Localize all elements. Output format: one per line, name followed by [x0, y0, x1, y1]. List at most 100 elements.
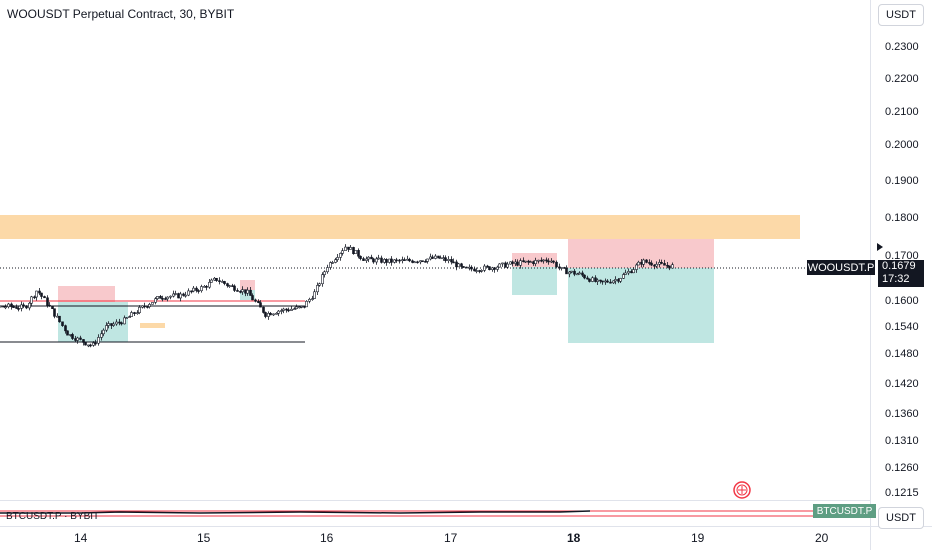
candle-body	[594, 277, 597, 282]
candle-body	[601, 280, 604, 283]
candle-body	[184, 294, 187, 297]
symbol-title[interactable]: WOOUSDT Perpetual Contract, 30, BYBIT	[7, 7, 235, 21]
candle-body	[609, 281, 612, 284]
candle-body	[624, 272, 627, 275]
candle-body	[568, 271, 571, 275]
candle-body	[457, 263, 460, 268]
supply-zone	[0, 215, 800, 239]
candle-body	[33, 296, 36, 299]
candle-body	[447, 259, 450, 262]
candle-body	[581, 272, 584, 276]
candle-body	[187, 290, 190, 296]
candle-body	[632, 269, 635, 274]
last-price-label: 0.1679 17:32	[878, 260, 924, 287]
candle-body	[496, 266, 499, 270]
candle-body	[53, 308, 56, 317]
candle-body	[398, 259, 401, 262]
candle-series	[0, 244, 674, 348]
candle-body	[421, 260, 424, 263]
candle-body	[426, 258, 429, 262]
candle-body	[565, 267, 568, 275]
candle-body	[249, 289, 252, 296]
candle-body	[133, 312, 136, 314]
time-tick: 17	[444, 531, 458, 545]
currency-button[interactable]: USDT	[878, 4, 924, 26]
candle-body	[362, 258, 365, 261]
candle-body	[450, 259, 453, 263]
candle-body	[668, 265, 671, 269]
time-tick-current: 18	[567, 531, 581, 545]
candle-body	[125, 317, 128, 319]
candle-body	[300, 306, 303, 308]
candle-body	[365, 258, 368, 261]
candle-body	[375, 258, 378, 263]
candle-body	[43, 296, 46, 299]
candle-body	[452, 261, 455, 264]
candle-body	[282, 308, 285, 311]
candle-body	[578, 272, 581, 275]
candle-body	[51, 305, 54, 310]
candle-body	[277, 310, 280, 314]
candle-body	[316, 285, 319, 293]
candle-body	[434, 255, 437, 259]
price-tick: 0.1800	[885, 212, 919, 224]
candle-body	[380, 257, 383, 263]
candle-body	[390, 258, 393, 263]
candle-body	[331, 262, 334, 264]
candle-body	[169, 295, 172, 298]
time-tick: 20	[815, 531, 829, 545]
candle-body	[295, 306, 298, 310]
candle-body	[308, 298, 311, 302]
candle-body	[110, 323, 113, 326]
price-tick: 0.1310	[885, 435, 919, 447]
symbol-price-label: WOOUSDT.P	[807, 260, 875, 275]
candle-body	[172, 293, 175, 297]
candle-body	[506, 263, 509, 268]
candle-body	[275, 313, 278, 315]
candle-body	[385, 259, 388, 263]
candle-body	[226, 283, 229, 287]
candle-body	[218, 280, 221, 282]
candle-body	[460, 263, 463, 267]
candle-body	[164, 298, 167, 300]
candle-body	[534, 260, 537, 264]
candle-body	[413, 261, 416, 264]
candle-body	[321, 274, 324, 285]
candle-body	[591, 277, 594, 282]
candle-body	[334, 259, 337, 263]
price-tick: 0.2000	[885, 139, 919, 151]
candle-body	[264, 312, 267, 317]
candle-body	[637, 261, 640, 266]
btc-currency-button[interactable]: USDT	[878, 507, 924, 529]
candle-body	[48, 304, 51, 307]
candle-body	[339, 253, 342, 258]
candle-body	[102, 329, 105, 335]
candle-body	[203, 286, 206, 288]
candle-body	[470, 266, 473, 270]
candle-body	[208, 281, 211, 288]
candle-body	[614, 279, 617, 282]
candle-body	[586, 277, 589, 280]
candle-body	[619, 278, 622, 282]
candle-body	[650, 262, 653, 266]
candle-body	[437, 255, 440, 259]
short-position-profit-box-3	[512, 267, 557, 295]
price-tick: 0.1215	[885, 487, 919, 499]
candle-body	[583, 274, 586, 279]
candle-body	[498, 263, 501, 268]
candle-body	[606, 280, 609, 283]
btc-pane-title[interactable]: BTCUSDT.P · BYBIT	[6, 511, 100, 522]
candle-body	[475, 270, 478, 272]
candle-body	[76, 337, 79, 341]
price-tick: 0.2200	[885, 73, 919, 85]
candle-body	[439, 257, 442, 260]
candle-body	[190, 290, 193, 293]
tradingview-watermark-icon[interactable]	[733, 481, 751, 499]
price-tick: 0.2100	[885, 106, 919, 118]
candle-body	[251, 295, 254, 301]
candle-body	[516, 261, 519, 266]
candle-body	[233, 285, 236, 291]
candle-body	[20, 304, 23, 309]
candle-body	[588, 278, 591, 282]
